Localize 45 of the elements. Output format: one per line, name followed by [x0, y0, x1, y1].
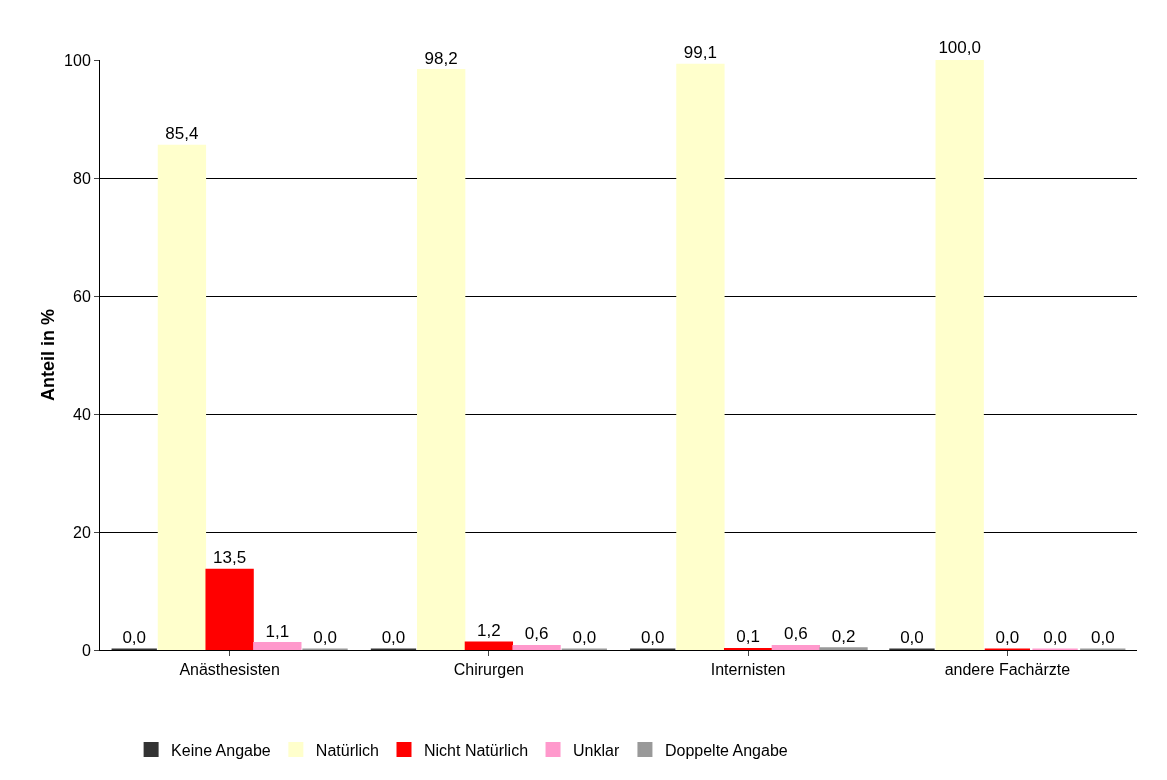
legend-label: Nicht Natürlich: [424, 741, 529, 759]
x-tick-label: Internisten: [710, 661, 786, 679]
bar: [512, 644, 561, 650]
bar: [771, 644, 820, 650]
data-label: 0,1: [736, 627, 760, 647]
x-tick-label: andere Fachärzte: [944, 661, 1071, 679]
y-tick-label: 100: [64, 51, 91, 69]
bar: [205, 568, 254, 650]
data-label: 0,0: [381, 628, 406, 647]
bar: [253, 642, 302, 650]
data-label: 0,6: [524, 624, 549, 644]
y-axis-title: Anteil in %: [38, 308, 58, 402]
bar: [157, 144, 207, 650]
bar: [417, 69, 466, 650]
y-tick-label: 80: [73, 169, 91, 187]
data-label: 98,2: [424, 48, 458, 68]
legend-label: Keine Angabe: [171, 741, 271, 759]
data-label: 1,1: [265, 621, 290, 641]
y-tick-label: 40: [73, 405, 91, 423]
x-tick-label: Chirurgen: [453, 661, 525, 679]
bar: [464, 641, 514, 650]
data-label: 0,0: [1043, 628, 1067, 647]
data-label: 99,1: [683, 43, 717, 63]
data-label: 85,4: [165, 124, 199, 144]
data-label: 13,5: [213, 548, 247, 568]
x-tick-label: Anästhesisten: [179, 661, 280, 679]
bar: [935, 60, 984, 650]
y-tick-label: 0: [81, 641, 91, 659]
data-label: 0,0: [640, 628, 665, 647]
y-tick-label: 60: [73, 287, 91, 305]
data-label: 0,2: [831, 626, 856, 646]
legend-label: Natürlich: [315, 741, 379, 759]
data-label: 100,0: [938, 38, 981, 57]
data-label: 0,0: [1090, 628, 1115, 647]
data-label: 0,0: [572, 628, 597, 647]
data-label: 0,0: [995, 628, 1020, 647]
data-label: 1,2: [477, 620, 501, 640]
data-label: 0,0: [122, 628, 147, 647]
legend-label: Unklar: [573, 741, 620, 759]
data-label: 0,0: [900, 628, 924, 647]
y-tick-label: 20: [73, 523, 91, 541]
data-label: 0,0: [313, 628, 337, 647]
data-label: 0,6: [784, 624, 808, 644]
legend-label: Doppelte Angabe: [664, 741, 788, 759]
bar: [676, 63, 725, 650]
